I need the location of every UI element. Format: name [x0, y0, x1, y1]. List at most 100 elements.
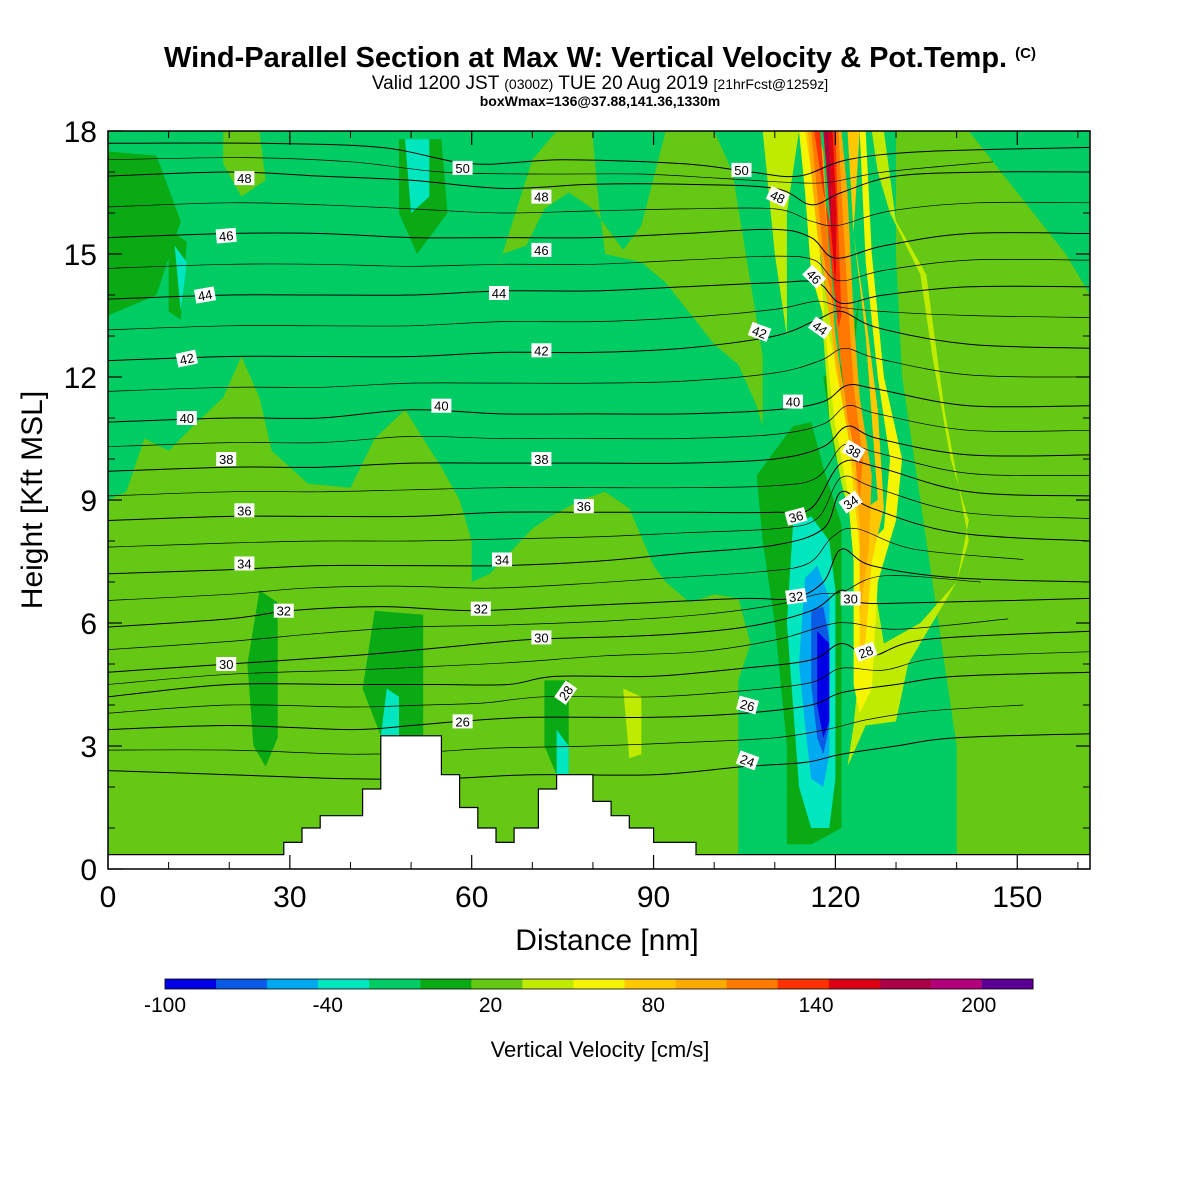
terrain-outline: [108, 735, 1090, 856]
colorbar-tick-label: 140: [798, 994, 833, 1017]
theta-contour-minor: [108, 405, 1090, 448]
velocity-region: [811, 131, 863, 500]
contour-label-bg: [452, 714, 473, 729]
velocity-region: [799, 131, 903, 714]
contour-label: 46: [802, 264, 827, 289]
contour-label-text: 32: [474, 602, 488, 617]
contour-label-bg: [736, 695, 759, 715]
theta-contour-minor: [108, 347, 1090, 392]
colorbar-tick-label: -40: [313, 994, 343, 1017]
colorbar-swatch: [165, 979, 217, 989]
contour-label: 26: [736, 695, 759, 715]
velocity-region: [108, 151, 181, 316]
contour-label: 46: [215, 227, 237, 244]
contour-label: 32: [470, 601, 491, 617]
contour-label-bg: [808, 316, 833, 340]
contour-label-text: 28: [556, 683, 577, 703]
contour-label-text: 34: [237, 557, 251, 572]
theta-contour-30: [108, 589, 1090, 673]
velocity-region: [247, 590, 278, 767]
contour-label: 30: [216, 657, 237, 672]
colorbar-tick-label: -100: [144, 994, 186, 1017]
contour-label-text: 46: [218, 228, 234, 244]
contour-label-text: 44: [810, 318, 830, 339]
contour-label-bg: [573, 499, 594, 514]
contour-label: 46: [531, 242, 552, 258]
colorbar-swatch: [420, 979, 472, 989]
contour-label: 44: [808, 316, 833, 340]
colorbar: -100 -40 20 80 140 200 Vertical Velocity [cm/s…: [144, 978, 1034, 1062]
contour-label: 36: [784, 507, 808, 526]
contour-label-text: 34: [495, 553, 509, 568]
contour-label: 48: [234, 171, 255, 186]
contour-label-text: 30: [534, 630, 548, 645]
theta-contour-26: [108, 671, 1090, 731]
y-tick-label: 3: [80, 731, 97, 764]
colorbar-swatch: [930, 979, 983, 989]
y-tick-label: 12: [64, 362, 97, 395]
contour-label: 30: [531, 630, 552, 645]
contour-label: 50: [452, 160, 473, 176]
colorbar-tick-label: 20: [479, 994, 502, 1017]
velocity-region: [817, 631, 830, 738]
velocity-region: [817, 131, 837, 287]
colorbar-frame: [164, 978, 1034, 990]
colorbar-tick-label: 200: [961, 994, 996, 1017]
contour-label: 28: [554, 680, 578, 705]
theta-contour-34: [108, 490, 1090, 575]
theta-contour-minor: [108, 443, 1090, 497]
velocity-region: [623, 688, 642, 759]
theta-contour-minor: [108, 157, 994, 184]
contour-label-text: 40: [786, 395, 800, 410]
contour-label-bg: [234, 171, 255, 186]
theta-contour-46: [108, 228, 1090, 259]
terrain-fill: [108, 735, 1090, 869]
y-axis-label: Height [Kft MSL]: [16, 391, 49, 609]
contour-label-bg: [838, 490, 863, 514]
contour-label-bg: [554, 680, 578, 705]
contour-label-bg: [765, 186, 790, 208]
contour-label-bg: [234, 556, 255, 571]
contour-label: 28: [853, 641, 878, 662]
y-tick-label: 6: [80, 608, 97, 641]
contour-label: 40: [176, 411, 197, 426]
contour-label-text: 48: [768, 187, 787, 207]
contour-label-bg: [215, 227, 237, 244]
contour-label: 36: [573, 499, 594, 514]
contour-label-text: 44: [492, 286, 506, 301]
contour-label-text: 32: [277, 604, 291, 619]
theta-contour-minor: [108, 527, 1024, 601]
contour-label-text: 38: [843, 441, 863, 461]
contour-label: 38: [216, 452, 237, 467]
velocity-region: [174, 245, 187, 312]
velocity-region: [556, 729, 569, 775]
velocity-region: [820, 131, 833, 238]
theta-contour-minor: [108, 300, 1090, 331]
colorbar-swatch: [318, 979, 370, 989]
contour-label-text: 30: [843, 591, 857, 606]
contour-label-bg: [731, 162, 752, 177]
contour-label-text: 48: [237, 171, 251, 186]
contour-label: 36: [234, 503, 255, 518]
contour-label-bg: [747, 321, 772, 342]
contour-label-text: 30: [219, 657, 233, 672]
velocity-region: [496, 131, 763, 427]
contour-label-text: 36: [237, 503, 251, 518]
contour-label-bg: [234, 503, 255, 518]
colorbar-swatch: [828, 979, 881, 989]
contour-label-bg: [784, 507, 808, 526]
contour-label-text: 38: [219, 452, 233, 467]
x-tick-label: 0: [100, 881, 117, 914]
contour-label-text: 50: [455, 161, 469, 176]
x-tick-label: 30: [273, 881, 306, 914]
contour-label: 42: [175, 349, 199, 368]
velocity-region: [223, 131, 266, 197]
colorbar-swatch: [267, 979, 319, 989]
contour-label-text: 26: [738, 696, 756, 714]
theta-contour-minor: [108, 651, 1090, 714]
contour-label: 38: [531, 452, 552, 467]
colorbar-swatch: [675, 979, 728, 989]
colorbar-swatch: [879, 979, 932, 989]
colorbar-swatch: [624, 979, 677, 989]
